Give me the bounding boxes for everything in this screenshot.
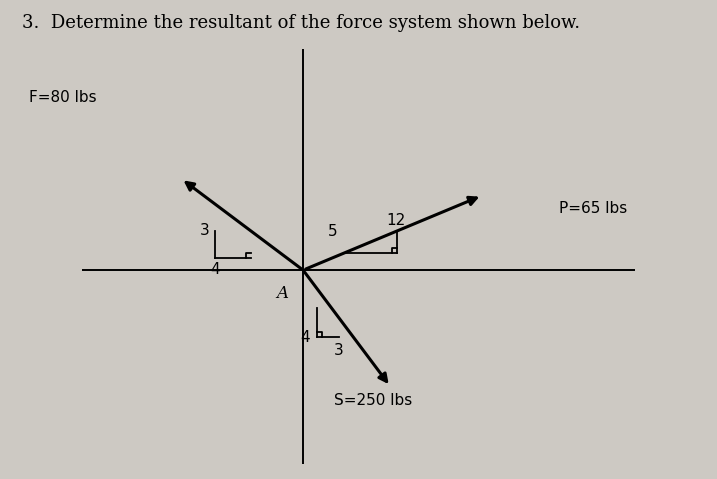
Text: 3: 3 [200,224,209,239]
Text: 3.  Determine the resultant of the force system shown below.: 3. Determine the resultant of the force … [22,14,579,33]
Text: 12: 12 [386,213,406,228]
Text: 3: 3 [334,343,344,358]
Text: A: A [276,285,288,302]
Text: 4: 4 [210,262,220,277]
Text: S=250 lbs: S=250 lbs [333,393,412,408]
Text: 4: 4 [300,330,310,345]
Text: F=80 lbs: F=80 lbs [29,91,96,105]
Text: 5: 5 [328,224,338,239]
Text: P=65 lbs: P=65 lbs [559,201,627,216]
